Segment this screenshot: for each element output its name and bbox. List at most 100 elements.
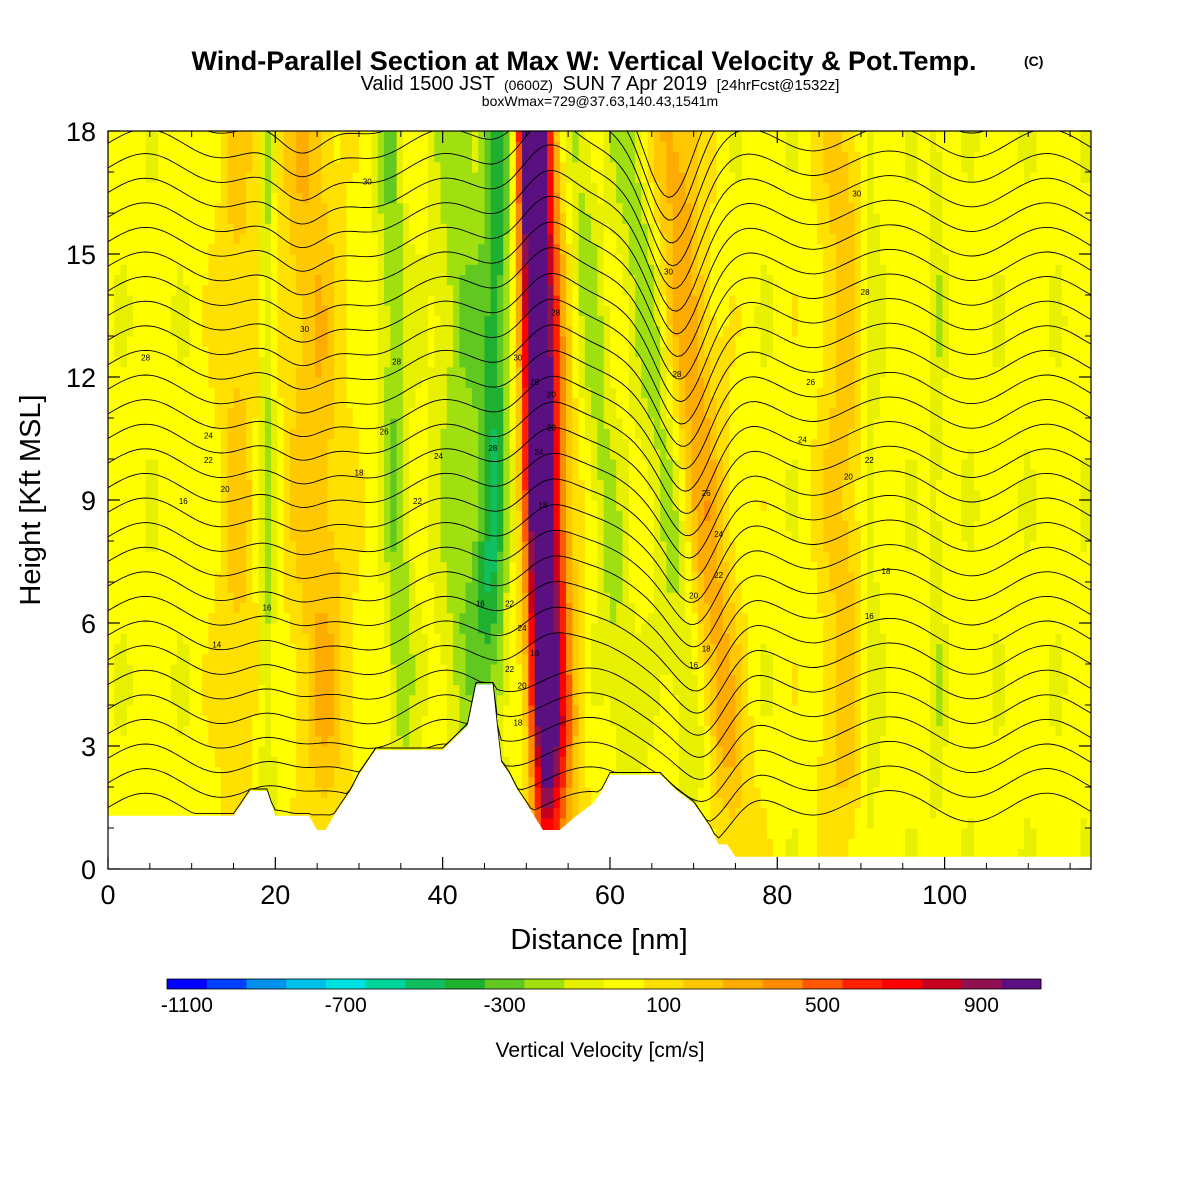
- w-cell: [315, 776, 322, 788]
- w-cell: [340, 551, 348, 563]
- w-cell: [327, 284, 335, 296]
- w-cell: [227, 530, 235, 542]
- w-cell: [164, 254, 172, 265]
- w-cell: [352, 397, 360, 409]
- w-cell: [177, 735, 184, 747]
- w-cell: [421, 725, 429, 737]
- w-cell: [377, 602, 385, 614]
- w-cell: [170, 254, 178, 265]
- w-cell: [365, 233, 373, 245]
- w-cell: [170, 438, 178, 450]
- w-cell: [277, 674, 285, 686]
- w-cell: [308, 274, 316, 286]
- w-cell: [233, 254, 241, 265]
- w-cell: [139, 448, 147, 460]
- w-cell: [428, 469, 435, 481]
- w-cell: [396, 510, 404, 522]
- w-cell: [177, 397, 184, 409]
- w-cell: [208, 551, 216, 563]
- w-cell: [390, 643, 398, 655]
- w-cell: [114, 295, 122, 306]
- w-cell: [340, 243, 348, 255]
- w-cell: [522, 725, 529, 737]
- w-cell: [515, 151, 523, 163]
- w-cell: [453, 387, 460, 399]
- w-cell: [145, 243, 153, 255]
- w-cell: [484, 448, 492, 460]
- w-cell: [490, 284, 498, 296]
- w-cell: [120, 725, 128, 737]
- w-cell: [120, 684, 128, 696]
- w-cell: [145, 582, 153, 593]
- w-cell: [377, 397, 385, 409]
- w-cell: [421, 254, 429, 265]
- w-cell: [371, 582, 379, 593]
- w-cell: [478, 387, 486, 399]
- w-cell: [522, 469, 529, 481]
- w-cell: [258, 694, 266, 706]
- w-cell: [296, 735, 304, 747]
- w-cell: [133, 489, 140, 501]
- w-cell: [509, 151, 517, 163]
- w-cell: [120, 438, 128, 450]
- w-cell: [308, 623, 316, 634]
- w-cell: [302, 356, 310, 368]
- w-cell: [490, 315, 498, 327]
- w-cell: [340, 141, 348, 153]
- w-cell: [515, 510, 523, 522]
- w-cell: [359, 192, 366, 204]
- w-cell: [321, 725, 329, 737]
- w-cell: [189, 284, 197, 296]
- w-cell: [534, 397, 542, 409]
- w-cell: [440, 602, 448, 614]
- w-cell: [359, 428, 366, 440]
- w-cell: [321, 315, 329, 327]
- w-cell: [258, 243, 266, 255]
- w-cell: [428, 325, 435, 337]
- w-cell: [415, 366, 423, 378]
- w-cell: [377, 530, 385, 542]
- w-cell: [151, 213, 159, 224]
- w-cell: [428, 202, 435, 214]
- w-cell: [497, 192, 504, 204]
- w-cell: [208, 746, 216, 757]
- w-cell: [428, 243, 435, 255]
- w-cell: [321, 520, 329, 532]
- w-cell: [208, 787, 216, 798]
- w-cell: [308, 530, 316, 542]
- w-cell: [183, 438, 191, 450]
- w-cell: [208, 202, 216, 214]
- w-cell: [528, 520, 536, 532]
- w-cell: [133, 684, 140, 696]
- w-cell: [308, 520, 316, 532]
- w-cell: [333, 787, 341, 798]
- w-cell: [478, 295, 486, 306]
- w-cell: [227, 756, 235, 768]
- w-cell: [177, 131, 184, 142]
- w-cell: [158, 684, 166, 696]
- w-cell: [346, 582, 354, 593]
- w-cell: [497, 489, 504, 501]
- w-cell: [377, 541, 385, 552]
- w-cell: [346, 561, 354, 573]
- w-cell: [139, 377, 147, 388]
- w-cell: [428, 407, 435, 419]
- w-cell: [189, 254, 197, 265]
- w-cell: [327, 172, 335, 183]
- w-cell: [227, 448, 235, 460]
- w-cell: [145, 325, 153, 337]
- w-cell: [534, 243, 542, 255]
- w-cell: [321, 664, 329, 675]
- w-cell: [170, 612, 178, 624]
- w-cell: [478, 592, 486, 604]
- w-cell: [151, 182, 159, 194]
- w-cell: [308, 551, 316, 563]
- w-cell: [290, 233, 297, 245]
- w-cell: [214, 520, 222, 532]
- w-cell: [139, 336, 147, 347]
- w-cell: [434, 274, 442, 286]
- w-cell: [471, 428, 479, 440]
- w-cell: [409, 182, 417, 194]
- w-cell: [497, 346, 504, 358]
- w-cell: [151, 141, 159, 153]
